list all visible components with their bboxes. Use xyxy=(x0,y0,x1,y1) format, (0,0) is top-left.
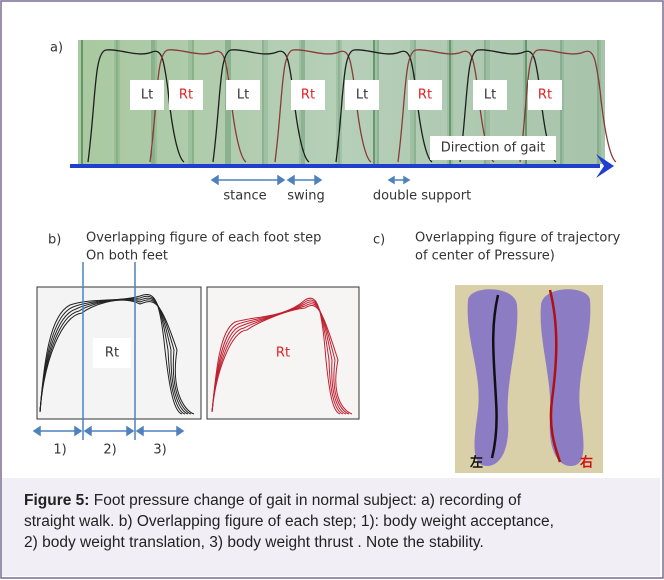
caption: Figure 5: Foot pressure change of gait i… xyxy=(2,478,660,576)
foot-label: Rt xyxy=(418,88,432,103)
panel-title: Overlapping figure of each foot step xyxy=(86,231,321,246)
foot-label: Lt xyxy=(484,88,496,103)
foot-label: Rt xyxy=(538,88,552,103)
foot-label: Rt xyxy=(301,88,315,103)
phase-label: 3) xyxy=(153,443,166,458)
foot-label: Lt xyxy=(356,88,368,103)
foot-label: Lt xyxy=(237,88,249,103)
panel-title: On both feet xyxy=(86,249,168,264)
panel-label: b) xyxy=(48,233,61,248)
foot-label: Rt xyxy=(179,88,193,103)
caption-label: Figure 5: xyxy=(24,492,89,509)
phase-label: 1) xyxy=(53,443,66,458)
panel-label: c) xyxy=(373,233,385,248)
left-mark: 左 xyxy=(470,455,483,471)
caption-line: 2) body weight translation, 3) body weig… xyxy=(24,532,660,553)
foot-label: Lt xyxy=(141,88,153,103)
foot-label: Rt xyxy=(105,346,119,361)
caption-line: straight walk. b) Overlapping figure of … xyxy=(24,511,660,532)
direction-label: Direction of gait xyxy=(441,141,545,156)
phase-label: 2) xyxy=(103,443,116,458)
caption-text: Foot pressure change of gait in normal s… xyxy=(94,492,521,509)
foot-label: Rt xyxy=(276,346,290,361)
panel-title: Overlapping figure of trajectory xyxy=(415,231,621,246)
panel-label: a) xyxy=(50,41,63,56)
phase-label: swing xyxy=(287,189,325,204)
right-mark: 右 xyxy=(579,455,593,471)
phase-label: double support xyxy=(373,189,471,204)
caption-line: Figure 5: Foot pressure change of gait i… xyxy=(24,490,660,511)
phase-label: stance xyxy=(223,189,266,204)
figure: a) Lt Rt Lt Rt Lt Rt Lt Rt Direction of gait st… xyxy=(0,0,664,580)
panel-title: of center of Pressure) xyxy=(415,249,555,264)
